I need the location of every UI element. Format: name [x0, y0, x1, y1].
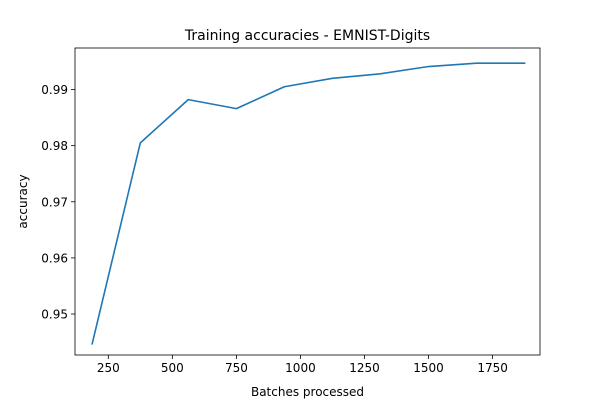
- accuracy-line: [91, 62, 526, 345]
- y-tick-label: 0.96: [41, 251, 68, 265]
- y-tick-label: 0.95: [41, 308, 68, 322]
- series-layer: [91, 62, 526, 345]
- y-tick-label: 0.99: [41, 83, 68, 97]
- y-tick-label: 0.97: [41, 195, 68, 209]
- x-tick-label: 1250: [349, 361, 380, 375]
- x-axis-label: Batches processed: [251, 385, 364, 399]
- y-tick-label: 0.98: [41, 139, 68, 153]
- x-tick-label: 1500: [413, 361, 444, 375]
- x-tick-label: 1750: [477, 361, 508, 375]
- y-axis-label: accuracy: [16, 174, 30, 228]
- x-tick-label: 1000: [285, 361, 316, 375]
- chart-title: Training accuracies - EMNIST-Digits: [184, 28, 430, 44]
- x-tick-label: 500: [161, 361, 184, 375]
- x-tick-label: 250: [97, 361, 120, 375]
- axis-layer: 250 500 750 1000 1250 1500 1750 0.95 0.96 0.97 0.9…: [41, 83, 508, 375]
- x-tick-label: 750: [225, 361, 248, 375]
